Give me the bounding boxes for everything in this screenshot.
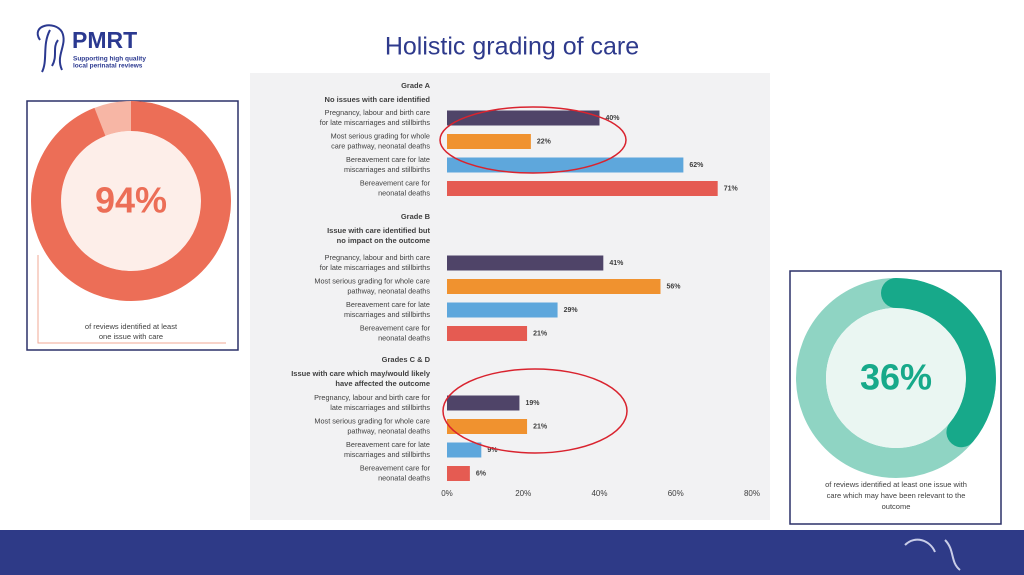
category-label: Bereavement care for [360, 178, 431, 187]
donut-center [61, 131, 201, 271]
category-label: miscarriages and stillbirths [344, 165, 430, 174]
value-label: 41% [609, 260, 624, 267]
value-label: 22% [537, 138, 552, 145]
group-title: Grade B [401, 212, 431, 221]
category-label: Bereavement care for [360, 463, 431, 472]
donut-value-label: 36% [860, 357, 932, 398]
group-title: Grade A [401, 81, 430, 90]
donut-value-label: 94% [95, 180, 167, 221]
category-label: neonatal deaths [378, 333, 430, 342]
logo-tagline: Supporting high quality [73, 56, 146, 63]
bar [447, 134, 531, 149]
value-label: 21% [533, 330, 548, 337]
category-label: Bereavement care for late [346, 300, 430, 309]
group-subtitle: No issues with care identified [325, 95, 431, 104]
category-label: pathway, neonatal deaths [347, 286, 430, 295]
donut-caption: outcome [882, 502, 911, 511]
highlight-ellipse [442, 368, 628, 454]
donut-arc [796, 278, 996, 478]
value-label: 62% [689, 162, 704, 169]
category-label: Pregnancy, labour and birth care [325, 253, 430, 262]
category-label: neonatal deaths [378, 188, 430, 197]
value-label: 21% [533, 423, 548, 430]
logo-tagline: local perinatal reviews [73, 63, 143, 70]
logo-icon [36, 24, 65, 73]
value-label: 6% [476, 470, 487, 477]
donut-caption: of reviews identified at least [85, 322, 178, 331]
x-tick-label: 20% [515, 489, 531, 498]
value-label: 40% [606, 115, 621, 122]
category-label: neonatal deaths [378, 473, 430, 482]
value-label: 19% [525, 400, 540, 407]
bar [447, 326, 528, 341]
category-label: Most serious grading for whole care [314, 416, 430, 425]
bar [447, 181, 718, 196]
caption-bracket [37, 255, 226, 344]
value-label: 9% [487, 447, 498, 454]
bar [447, 302, 558, 318]
donut-caption: of reviews identified at least one issue… [825, 480, 967, 489]
x-tick-label: 0% [441, 489, 453, 498]
category-label: Pregnancy, labour and birth care [325, 108, 430, 117]
category-label: for late miscarriages and stillbirths [320, 118, 431, 127]
x-tick-label: 80% [744, 489, 760, 498]
bar [447, 255, 604, 271]
value-label: 29% [564, 307, 579, 314]
group-subtitle: no impact on the outcome [337, 236, 430, 245]
x-tick-label: 60% [668, 489, 684, 498]
donut-center [826, 308, 966, 448]
bar [447, 395, 520, 411]
group-subtitle: have affected the outcome [335, 379, 430, 388]
bar [447, 279, 661, 294]
group-subtitle: Issue with care identified but [327, 226, 430, 235]
donut-caption: care which may have been relevant to the [827, 491, 966, 500]
category-label: for late miscarriages and stillbirths [320, 263, 431, 272]
donut-caption: one issue with care [99, 332, 163, 341]
category-label: pathway, neonatal deaths [347, 426, 430, 435]
group-subtitle: Issue with care which may/would likely [291, 369, 431, 378]
category-label: miscarriages and stillbirths [344, 450, 430, 459]
bar [447, 442, 482, 458]
category-label: miscarriages and stillbirths [344, 310, 430, 319]
category-label: late miscarriages and stillbirths [330, 403, 430, 412]
category-label: Pregnancy, labour and birth care for [314, 393, 430, 402]
logo-name: PMRT [72, 27, 137, 53]
category-label: Bereavement care for [360, 323, 431, 332]
donut-arc [31, 101, 231, 301]
bar [447, 157, 684, 173]
footer-band [0, 530, 1024, 575]
group-title: Grades C & D [382, 355, 431, 364]
category-label: Most serious grading for whole [331, 131, 430, 140]
logo: PMRT Supporting high quality local perin… [36, 24, 146, 73]
category-label: Bereavement care for late [346, 440, 430, 449]
footer-icon [904, 538, 961, 571]
x-tick-label: 40% [591, 489, 607, 498]
bar [447, 419, 528, 434]
bar [447, 110, 600, 126]
category-label: Most serious grading for whole care [314, 276, 430, 285]
category-label: care pathway, neonatal deaths [331, 141, 430, 150]
value-label: 71% [724, 185, 739, 192]
bar [447, 466, 470, 481]
highlight-ellipse [439, 106, 627, 174]
slide-title: Holistic grading of care [385, 33, 639, 61]
value-label: 56% [667, 283, 682, 290]
category-label: Bereavement care for late [346, 155, 430, 164]
